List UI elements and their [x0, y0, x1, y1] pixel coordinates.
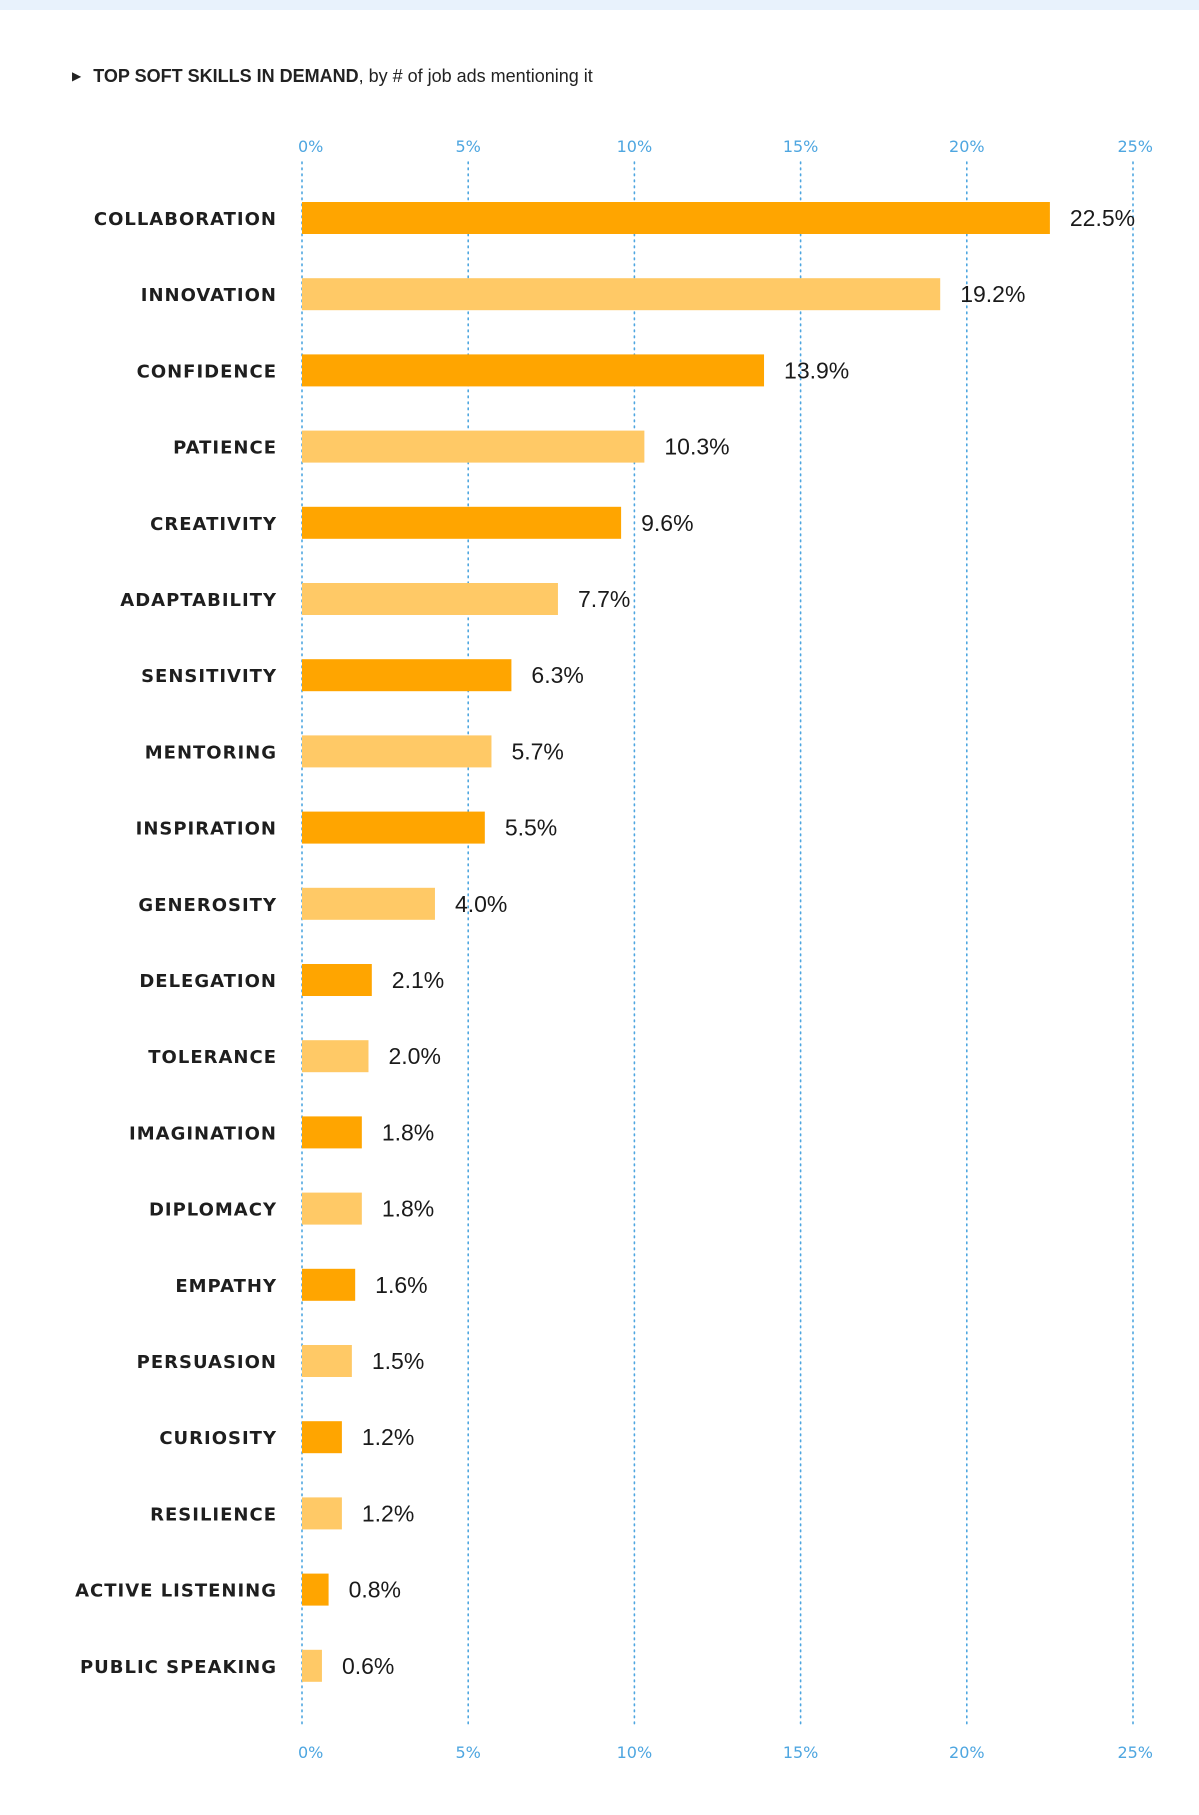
category-label: INNOVATION — [141, 285, 277, 306]
bar-diplomacy — [302, 1192, 362, 1225]
bottom-tick-label: 0% — [298, 1743, 323, 1762]
category-label: COLLABORATION — [94, 209, 277, 230]
value-label: 19.2% — [960, 281, 1025, 307]
value-label: 1.2% — [362, 1500, 414, 1526]
value-label: 1.8% — [382, 1119, 434, 1145]
bar-active-listening — [302, 1573, 329, 1606]
category-label: TOLERANCE — [148, 1047, 277, 1068]
value-label: 10.3% — [664, 434, 729, 460]
triangle-marker-icon: ▶ — [72, 69, 82, 83]
bar-innovation — [302, 278, 941, 311]
value-label: 13.9% — [784, 357, 849, 383]
bars — [302, 202, 1050, 1682]
bar-mentoring — [302, 735, 492, 768]
bar-patience — [302, 430, 645, 463]
value-label: 5.7% — [511, 738, 563, 764]
category-label: PERSUASION — [137, 1352, 277, 1373]
bar-adaptability — [302, 583, 558, 615]
category-label: CONFIDENCE — [137, 361, 277, 382]
bar-public-speaking — [302, 1649, 322, 1682]
top-strip — [0, 0, 1199, 10]
category-label: MENTORING — [145, 742, 277, 763]
value-label: 22.5% — [1070, 205, 1135, 231]
bar-persuasion — [302, 1345, 352, 1377]
value-label: 9.6% — [641, 510, 693, 536]
value-label: 2.0% — [388, 1043, 440, 1069]
category-labels: COLLABORATION INNOVATION CONFIDENCE PATIENC… — [75, 209, 277, 1678]
top-tick-label: 10% — [617, 137, 653, 156]
category-label: SENSITIVITY — [141, 666, 277, 687]
bar-curiosity — [302, 1421, 342, 1454]
bar-sensitivity — [302, 659, 512, 692]
bar-resilience — [302, 1497, 342, 1530]
category-label: CREATIVITY — [150, 514, 277, 535]
top-tick-label: 0% — [298, 137, 323, 156]
bar-confidence — [302, 354, 765, 387]
bar-imagination — [302, 1116, 362, 1149]
value-label: 0.6% — [342, 1653, 394, 1679]
category-label: DIPLOMACY — [149, 1200, 277, 1221]
axis-ticks: 0% 0% 5% 5% 10% 10% 15% 15% 20% 20% 25% 25% — [298, 137, 1153, 1762]
category-label: ACTIVE LISTENING — [75, 1581, 277, 1602]
value-labels: 22.5% 19.2% 13.9% 10.3% 9.6% 7.7% 6.3% 5.7% 5.5%… — [342, 205, 1135, 1679]
bottom-tick-label: 5% — [456, 1743, 481, 1762]
chart-heading: ▶ TOP SOFT SKILLS IN DEMAND, by # of job … — [72, 66, 593, 87]
category-label: IMAGINATION — [129, 1123, 277, 1144]
category-label: ADAPTABILITY — [120, 590, 277, 611]
bar-tolerance — [302, 1040, 369, 1073]
category-label: PATIENCE — [173, 438, 277, 459]
top-tick-label: 20% — [949, 137, 985, 156]
bar-empathy — [302, 1268, 356, 1301]
bar-collaboration — [302, 202, 1050, 234]
bar-generosity — [302, 887, 435, 920]
top-tick-label: 15% — [783, 137, 819, 156]
value-label: 1.5% — [372, 1348, 424, 1374]
category-label: CURIOSITY — [159, 1428, 277, 1449]
category-label: PUBLIC SPEAKING — [80, 1657, 277, 1678]
value-label: 1.2% — [362, 1424, 414, 1450]
bottom-tick-label: 15% — [783, 1743, 819, 1762]
bar-creativity — [302, 506, 622, 539]
value-label: 0.8% — [349, 1577, 401, 1603]
bar-inspiration — [302, 811, 485, 844]
grid-lines — [301, 161, 1134, 1726]
bottom-tick-label: 20% — [949, 1743, 985, 1762]
value-label: 4.0% — [455, 891, 507, 917]
chart-title: TOP SOFT SKILLS IN DEMAND — [93, 66, 359, 86]
category-label: RESILIENCE — [150, 1504, 277, 1525]
category-label: EMPATHY — [175, 1276, 277, 1297]
bottom-tick-label: 25% — [1117, 1743, 1153, 1762]
top-tick-label: 25% — [1117, 137, 1153, 156]
value-label: 7.7% — [578, 586, 630, 612]
category-label: DELEGATION — [139, 971, 277, 992]
top-tick-label: 5% — [456, 137, 481, 156]
value-label: 1.6% — [375, 1272, 427, 1298]
category-label: GENEROSITY — [138, 895, 277, 916]
value-label: 6.3% — [531, 662, 583, 688]
value-label: 2.1% — [392, 967, 444, 993]
value-label: 1.8% — [382, 1196, 434, 1222]
bar-delegation — [302, 964, 372, 996]
bottom-tick-label: 10% — [617, 1743, 653, 1762]
value-label: 5.5% — [505, 815, 557, 841]
category-label: INSPIRATION — [136, 819, 277, 840]
chart-subtitle: , by # of job ads mentioning it — [358, 66, 593, 86]
